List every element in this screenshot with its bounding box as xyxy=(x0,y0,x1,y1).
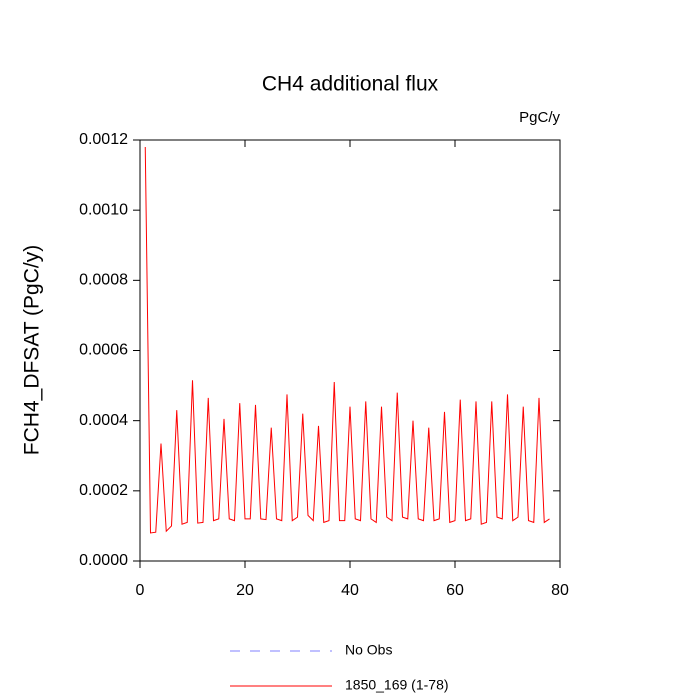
chart-title: CH4 additional flux xyxy=(262,73,439,96)
y-tick-label: 0.0012 xyxy=(79,131,128,148)
y-tick-label: 0.0000 xyxy=(79,552,128,569)
x-tick-label: 0 xyxy=(136,582,145,599)
y-tick-label: 0.0004 xyxy=(79,412,128,429)
y-tick-label: 0.0008 xyxy=(79,272,128,289)
y-tick-label: 0.0010 xyxy=(79,201,128,218)
data-line xyxy=(144,147,550,534)
legend-label: No Obs xyxy=(345,642,392,658)
x-tick-label: 20 xyxy=(236,582,254,599)
legend-label: 1850_169 (1-78) xyxy=(345,677,449,693)
x-tick-label: 40 xyxy=(341,582,359,599)
plot-frame xyxy=(139,139,561,562)
y-tick-label: 0.0006 xyxy=(79,342,128,359)
y-axis-label: FCH4_DFSAT (PgC/y) xyxy=(21,245,44,455)
units-label: PgC/y xyxy=(519,109,560,126)
y-tick-label: 0.0002 xyxy=(79,482,128,499)
x-tick-label: 80 xyxy=(551,582,569,599)
x-tick-label: 60 xyxy=(446,582,464,599)
